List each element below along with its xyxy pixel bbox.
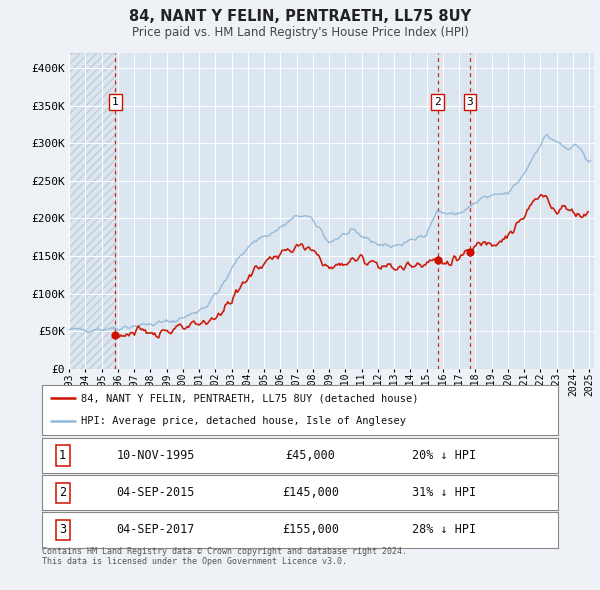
Text: This data is licensed under the Open Government Licence v3.0.: This data is licensed under the Open Gov… (42, 558, 347, 566)
Text: Price paid vs. HM Land Registry's House Price Index (HPI): Price paid vs. HM Land Registry's House … (131, 26, 469, 39)
Text: £155,000: £155,000 (282, 523, 339, 536)
Text: £145,000: £145,000 (282, 486, 339, 499)
Text: 84, NANT Y FELIN, PENTRAETH, LL75 8UY (detached house): 84, NANT Y FELIN, PENTRAETH, LL75 8UY (d… (80, 393, 418, 403)
Text: 2: 2 (434, 97, 441, 107)
Text: 10-NOV-1995: 10-NOV-1995 (116, 449, 195, 462)
Text: 04-SEP-2017: 04-SEP-2017 (116, 523, 195, 536)
Text: 20% ↓ HPI: 20% ↓ HPI (412, 449, 476, 462)
Text: 28% ↓ HPI: 28% ↓ HPI (412, 523, 476, 536)
Text: 1: 1 (112, 97, 119, 107)
Text: £45,000: £45,000 (286, 449, 335, 462)
Text: 2: 2 (59, 486, 66, 499)
Text: Contains HM Land Registry data © Crown copyright and database right 2024.: Contains HM Land Registry data © Crown c… (42, 547, 407, 556)
Text: 3: 3 (59, 523, 66, 536)
Text: 3: 3 (467, 97, 473, 107)
Text: 1: 1 (59, 449, 66, 462)
Text: 04-SEP-2015: 04-SEP-2015 (116, 486, 195, 499)
Text: HPI: Average price, detached house, Isle of Anglesey: HPI: Average price, detached house, Isle… (80, 417, 406, 427)
Text: 84, NANT Y FELIN, PENTRAETH, LL75 8UY: 84, NANT Y FELIN, PENTRAETH, LL75 8UY (129, 9, 471, 24)
Text: 31% ↓ HPI: 31% ↓ HPI (412, 486, 476, 499)
